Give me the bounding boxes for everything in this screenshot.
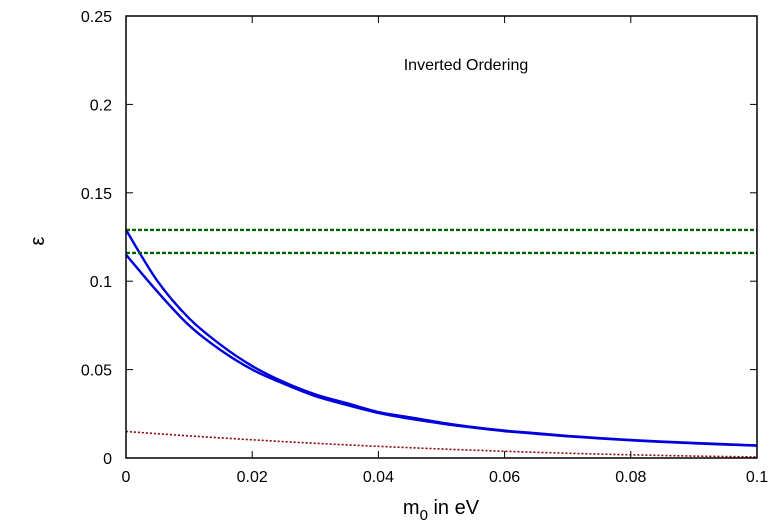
y-axis-label: ε: [27, 236, 49, 245]
y-tick-label: 0.15: [81, 186, 112, 203]
x-tick-label: 0.1: [746, 469, 768, 486]
x-axis-label-rest: in eV: [428, 497, 480, 519]
x-axis-label-subscript: 0: [420, 507, 428, 524]
blue-curve-lower: [125, 253, 758, 447]
x-axis-label: m0 in eV: [403, 497, 480, 524]
x-tick-label: 0: [122, 469, 131, 486]
x-axis-label-main: m: [403, 497, 420, 519]
plot-frame: [125, 15, 758, 459]
y-tick-label: 0.1: [90, 274, 112, 291]
x-tick-label: 0.06: [489, 469, 520, 486]
y-tick-label: 0.05: [81, 363, 112, 380]
blue-curve-upper: [124, 229, 758, 447]
x-tick-label: 0.02: [237, 469, 268, 486]
chart-annotation: Inverted Ordering: [404, 57, 529, 74]
x-tick-label: 0.04: [363, 469, 394, 486]
tick-layer: 0 0.02 0.04 0.06 0.08 0.1 0 0.05 0.1 0.15 0.2 0.25: [81, 9, 768, 486]
x-tick-label: 0.08: [615, 469, 646, 486]
y-tick-label: 0: [103, 451, 112, 468]
y-tick-label: 0.2: [90, 97, 112, 114]
series-layer: [124, 228, 758, 458]
red-dotted-curve: [125, 430, 758, 458]
y-tick-label: 0.25: [81, 9, 112, 26]
